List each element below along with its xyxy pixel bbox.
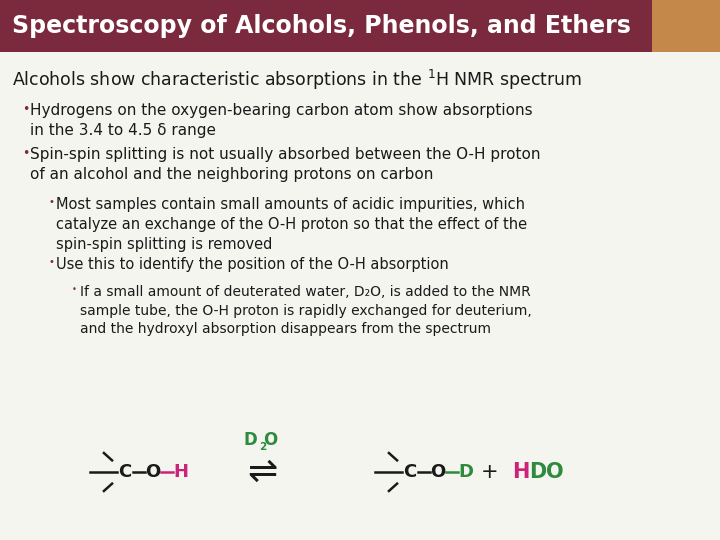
- Text: Hydrogens on the oxygen-bearing carbon atom show absorptions
in the 3.4 to 4.5 δ: Hydrogens on the oxygen-bearing carbon a…: [30, 103, 533, 138]
- Text: If a small amount of deuterated water, D₂O, is added to the NMR
sample tube, the: If a small amount of deuterated water, D…: [80, 285, 532, 336]
- Text: Alcohols show characteristic absorptions in the $^1$H NMR spectrum: Alcohols show characteristic absorptions…: [12, 68, 582, 92]
- Text: O: O: [145, 463, 161, 481]
- Text: O: O: [546, 462, 564, 482]
- Text: Most samples contain small amounts of acidic impurities, which
catalyze an excha: Most samples contain small amounts of ac…: [56, 197, 527, 252]
- FancyBboxPatch shape: [652, 0, 720, 52]
- Text: Spin-spin splitting is not usually absorbed between the O-H proton
of an alcohol: Spin-spin splitting is not usually absor…: [30, 147, 541, 183]
- Text: •: •: [72, 285, 77, 294]
- Text: •: •: [22, 103, 30, 116]
- Text: O: O: [263, 431, 277, 449]
- Text: +: +: [481, 462, 499, 482]
- Text: D: D: [243, 431, 257, 449]
- Text: H: H: [174, 463, 189, 481]
- Text: Spectroscopy of Alcohols, Phenols, and Ethers: Spectroscopy of Alcohols, Phenols, and E…: [12, 14, 631, 38]
- Text: C: C: [118, 463, 132, 481]
- Text: H: H: [512, 462, 529, 482]
- Text: ⇌: ⇌: [247, 455, 277, 489]
- Text: O: O: [431, 463, 446, 481]
- Text: D: D: [459, 463, 474, 481]
- Text: C: C: [403, 463, 417, 481]
- Text: •: •: [22, 147, 30, 160]
- Text: 2: 2: [259, 442, 266, 452]
- FancyBboxPatch shape: [0, 0, 720, 52]
- Text: D: D: [529, 462, 546, 482]
- Text: •: •: [48, 197, 54, 207]
- Text: Use this to identify the position of the O-H absorption: Use this to identify the position of the…: [56, 257, 449, 272]
- Text: •: •: [48, 257, 54, 267]
